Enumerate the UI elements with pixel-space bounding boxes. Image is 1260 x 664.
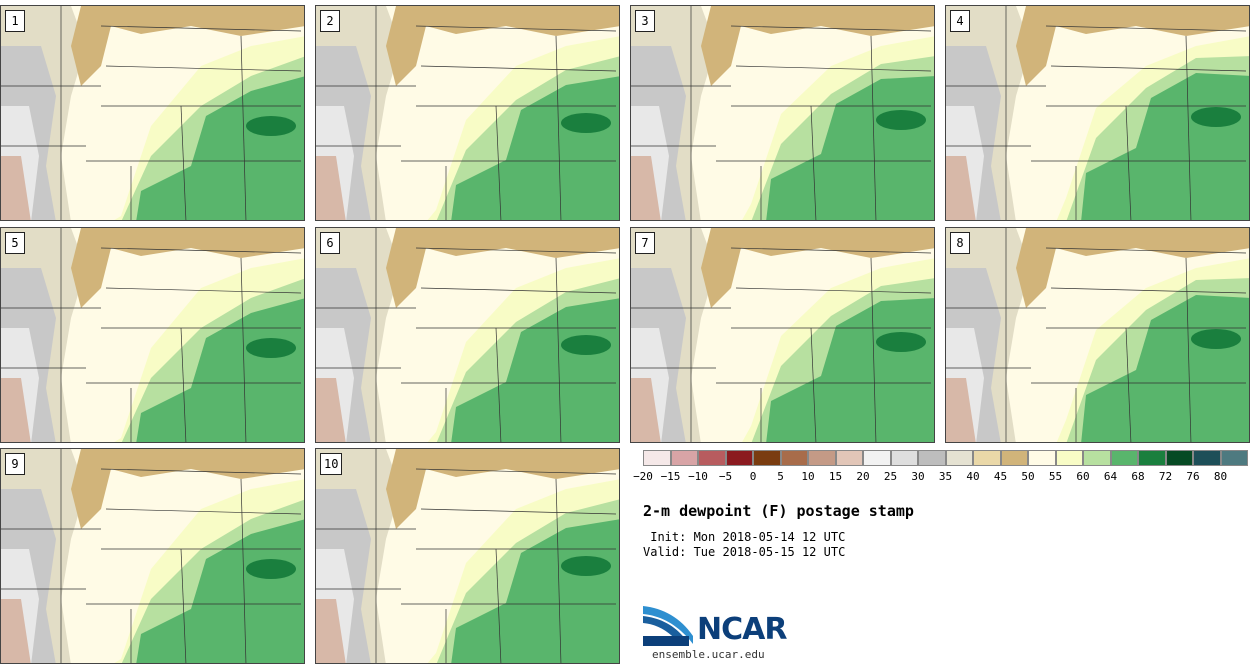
colorbar-tick-label: 25	[883, 470, 898, 483]
colorbar-tick-label: 10	[801, 470, 815, 483]
ncar-logo-text: NCAR	[697, 612, 787, 647]
colorbar-swatch	[780, 450, 808, 466]
colorbar	[643, 450, 1248, 466]
colorbar-tick-label: 5	[777, 470, 784, 483]
colorbar-swatch	[1193, 450, 1221, 466]
init-time: Init: Mon 2018-05-14 12 UTC	[643, 530, 846, 544]
colorbar-swatch	[725, 450, 753, 466]
colorbar-tick-label: 72	[1158, 470, 1173, 483]
dewpoint-map	[1, 228, 304, 442]
colorbar-swatch	[1055, 450, 1083, 466]
colorbar-swatch	[1165, 450, 1193, 466]
panel-label: 8	[950, 232, 970, 254]
colorbar-tick-label: 20	[856, 470, 870, 483]
colorbar-swatch	[753, 450, 781, 466]
colorbar-tick-label: 30	[911, 470, 925, 483]
member-panel: 6	[315, 227, 620, 443]
member-panel: 10	[315, 448, 620, 664]
member-panel: 1	[0, 5, 305, 221]
colorbar-swatch	[835, 450, 863, 466]
colorbar-tick-label: 35	[938, 470, 953, 483]
colorbar-swatch	[1028, 450, 1056, 466]
dewpoint-map	[946, 6, 1249, 220]
colorbar-tick-label: 40	[966, 470, 980, 483]
colorbar-tick-label: −10	[688, 470, 708, 483]
panel-label: 1	[5, 10, 25, 32]
panel-label: 9	[5, 453, 25, 475]
colorbar-swatch	[808, 450, 836, 466]
dewpoint-map	[316, 6, 619, 220]
panel-label: 3	[635, 10, 655, 32]
figure-title: 2-m dewpoint (F) postage stamp	[643, 502, 914, 520]
member-panel: 8	[945, 227, 1250, 443]
colorbar-tick-label: 15	[828, 470, 843, 483]
colorbar-swatch	[1138, 450, 1166, 466]
dewpoint-map	[1, 449, 304, 663]
panel-label: 2	[320, 10, 340, 32]
colorbar-swatch	[918, 450, 946, 466]
colorbar-tick-label: 45	[993, 470, 1008, 483]
dewpoint-map	[1, 6, 304, 220]
valid-time: Valid: Tue 2018-05-15 12 UTC	[643, 545, 846, 559]
panel-label: 10	[320, 453, 343, 475]
panel-label: 6	[320, 232, 340, 254]
dewpoint-map	[316, 449, 619, 663]
ncar-logo-icon	[643, 606, 693, 646]
colorbar-swatch	[643, 450, 671, 466]
colorbar-tick-label: −5	[718, 470, 733, 483]
colorbar-tick-label: 55	[1048, 470, 1063, 483]
member-panel: 5	[0, 227, 305, 443]
member-panel: 7	[630, 227, 935, 443]
colorbar-tick-label: −20	[633, 470, 653, 483]
colorbar-tick-label: 64	[1103, 470, 1118, 483]
dewpoint-map	[631, 228, 934, 442]
colorbar-tick-label: −15	[660, 470, 681, 483]
panel-label: 7	[635, 232, 655, 254]
dewpoint-map	[316, 228, 619, 442]
colorbar-tick-label: 80	[1213, 470, 1228, 483]
colorbar-swatch	[863, 450, 891, 466]
colorbar-swatch	[670, 450, 698, 466]
panel-label: 5	[5, 232, 25, 254]
dewpoint-map	[946, 228, 1249, 442]
colorbar-swatch	[1220, 450, 1248, 466]
site-url: ensemble.ucar.edu	[652, 648, 765, 661]
colorbar-tick-label: 68	[1131, 470, 1145, 483]
panel-label: 4	[950, 10, 970, 32]
member-panel: 3	[630, 5, 935, 221]
dewpoint-map	[631, 6, 934, 220]
colorbar-tick-label: 60	[1076, 470, 1090, 483]
colorbar-swatch	[890, 450, 918, 466]
member-panel: 4	[945, 5, 1250, 221]
colorbar-tick-label: 50	[1021, 470, 1035, 483]
colorbar-swatch	[1083, 450, 1111, 466]
colorbar-swatch	[945, 450, 973, 466]
colorbar-swatch	[698, 450, 726, 466]
colorbar-tick-label: 0	[749, 470, 757, 483]
colorbar-swatch	[973, 450, 1001, 466]
colorbar-ticks: −20 −15 −10 −5 0 5 10 15 20 25 30 35 40 45 50 55 60 64 68 7…	[631, 470, 1251, 486]
member-panel: 2	[315, 5, 620, 221]
colorbar-tick-label: 76	[1186, 470, 1200, 483]
colorbar-swatch	[1110, 450, 1138, 466]
colorbar-swatch	[1000, 450, 1028, 466]
member-panel: 9	[0, 448, 305, 664]
